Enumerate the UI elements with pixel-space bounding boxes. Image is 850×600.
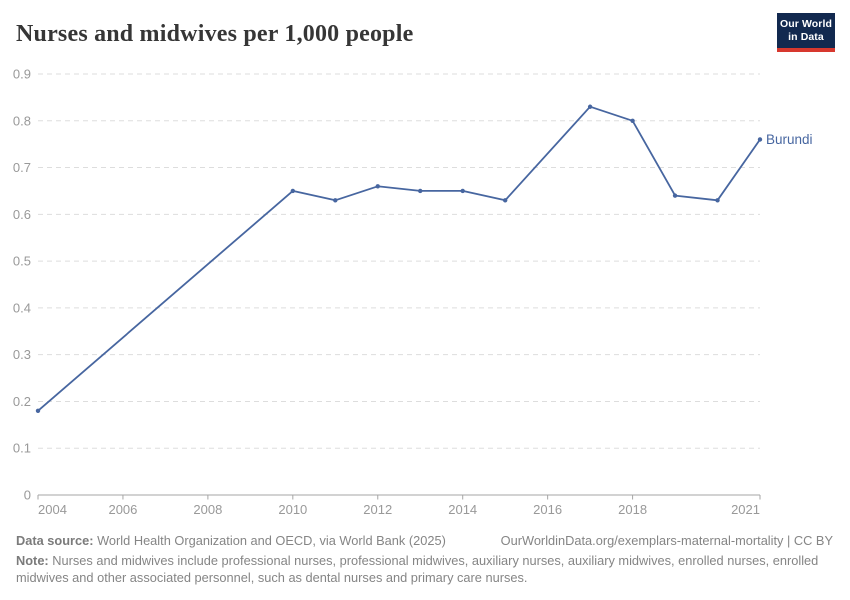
y-tick-label: 0.3 <box>13 347 31 362</box>
data-point-marker <box>587 104 593 109</box>
x-axis <box>37 494 761 500</box>
data-source-label: Data source: <box>16 533 94 548</box>
y-tick-label: 0.8 <box>13 113 31 128</box>
owid-logo-line2: in Data <box>788 31 824 43</box>
note-line: Note: Nurses and midwives include profes… <box>16 553 833 586</box>
chart-title: Nurses and midwives per 1,000 people <box>16 21 414 47</box>
data-point-marker <box>630 118 635 123</box>
x-tick-label: 2008 <box>193 502 222 517</box>
x-tick-label: 2012 <box>363 502 392 517</box>
y-tick-label: 0.1 <box>13 441 31 456</box>
data-point-marker <box>35 408 41 413</box>
note-label: Note: <box>16 553 49 568</box>
data-point-marker <box>715 198 720 203</box>
data-point-marker <box>418 188 423 194</box>
y-axis-labels: 0 0.1 0.2 0.3 0.4 0.5 0.6 0.7 0.8 0.9 <box>13 67 31 503</box>
y-tick-label: 0 <box>24 488 31 503</box>
x-tick-label: 2016 <box>533 502 562 517</box>
line-chart-canvas[interactable]: 0 0.1 0.2 0.3 0.4 0.5 0.6 0.7 0.8 0.9 2004 2006 2008… <box>0 0 850 530</box>
x-tick-label: 2021 <box>731 502 760 517</box>
owid-logo-line1: Our World <box>779 18 833 30</box>
x-axis-labels: 2004 2006 2008 2010 2012 2014 2016 2018 2021 <box>38 502 760 517</box>
x-tick-label: 2018 <box>618 502 647 517</box>
y-tick-label: 0.6 <box>13 207 31 222</box>
data-point-marker <box>502 198 508 203</box>
y-tick-label: 0.9 <box>13 67 31 82</box>
y-tick-label: 0.7 <box>13 160 31 175</box>
data-point-marker <box>290 188 296 194</box>
x-tick-label: 2014 <box>448 502 477 517</box>
data-point-marker <box>460 188 465 194</box>
x-tick-label: 2010 <box>278 502 307 517</box>
owid-logo[interactable]: Our World in Data <box>777 13 835 52</box>
y-tick-label: 0.4 <box>13 300 31 315</box>
x-tick-label: 2004 <box>38 502 67 517</box>
data-line <box>37 105 761 412</box>
footer-citation-link[interactable]: OurWorldinData.org/exemplars-maternal-mo… <box>500 533 833 548</box>
data-source-line: Data source: World Health Organization a… <box>16 533 446 550</box>
y-tick-label: 0.5 <box>13 254 31 269</box>
data-point-marker <box>375 184 380 189</box>
series-burundi: Burundi <box>35 104 813 413</box>
note-text: Nurses and midwives include professional… <box>16 553 819 585</box>
data-point-marker <box>757 137 763 142</box>
entity-label: Burundi <box>766 132 813 147</box>
x-tick-label: 2006 <box>108 502 137 517</box>
chart-footer: Data source: World Health Organization a… <box>16 533 833 586</box>
data-point-marker <box>333 198 338 203</box>
y-gridlines <box>38 73 760 449</box>
data-source-text: World Health Organization and OECD, via … <box>93 533 446 548</box>
y-tick-label: 0.2 <box>13 394 31 409</box>
data-point-marker <box>672 193 678 198</box>
